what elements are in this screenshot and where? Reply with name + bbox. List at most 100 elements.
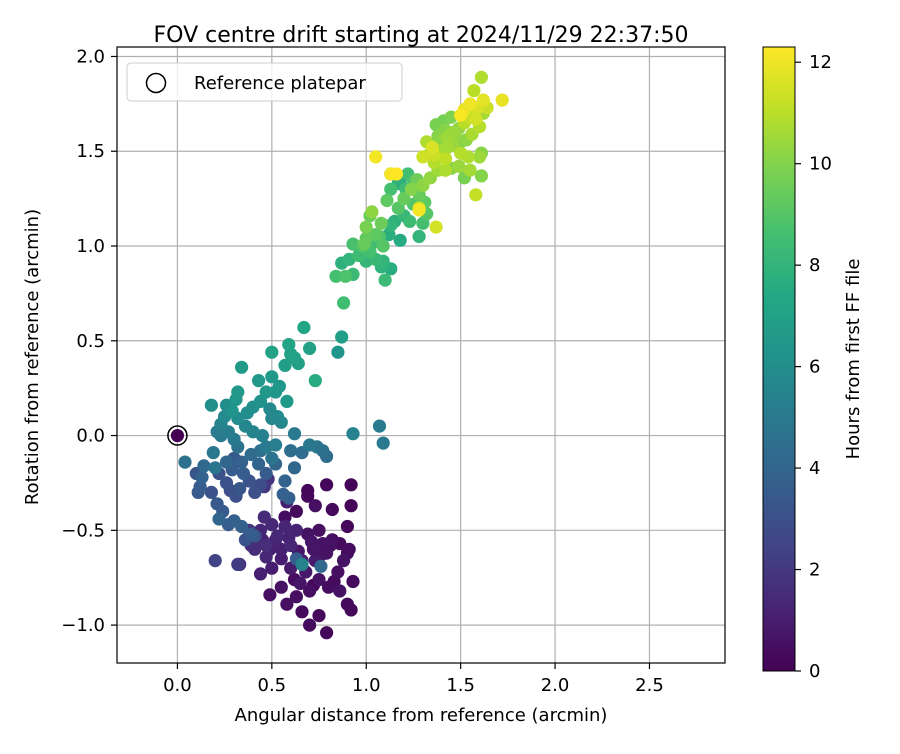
data-point — [429, 220, 443, 234]
y-tick-label: 1.5 — [76, 141, 105, 162]
data-point — [259, 385, 273, 399]
x-tick-label: 1.0 — [352, 675, 381, 696]
data-point — [293, 576, 307, 591]
data-point — [280, 394, 294, 408]
data-point — [278, 474, 292, 488]
data-point — [278, 358, 292, 372]
data-point — [295, 605, 309, 619]
data-point — [335, 330, 349, 344]
data-point — [236, 466, 251, 481]
colorbar-tick-label: 8 — [809, 255, 820, 276]
data-point — [476, 93, 490, 107]
x-tick-label: 0.0 — [163, 675, 192, 696]
data-point — [454, 108, 468, 122]
data-point — [265, 345, 279, 359]
data-point — [225, 404, 239, 418]
data-point — [340, 519, 354, 534]
data-point — [376, 239, 390, 253]
data-point — [265, 451, 279, 465]
data-point — [297, 320, 311, 335]
x-tick-label: 0.5 — [258, 675, 287, 696]
data-point — [312, 573, 326, 587]
data-point — [284, 538, 298, 553]
data-point — [346, 574, 360, 589]
data-point — [208, 461, 222, 475]
data-point — [289, 504, 303, 518]
data-point — [227, 514, 241, 528]
data-point — [333, 584, 347, 598]
data-point — [325, 502, 339, 517]
data-point — [425, 140, 439, 155]
data-point — [440, 140, 454, 155]
reference-marker — [167, 425, 188, 446]
data-point — [265, 370, 279, 384]
data-point — [212, 512, 226, 526]
data-point — [320, 478, 334, 492]
colorbar-label: Hours from first FF file — [843, 259, 864, 460]
data-point — [412, 203, 426, 217]
data-point — [301, 483, 315, 498]
data-point — [178, 455, 192, 469]
x-tick-label: 2.5 — [635, 675, 664, 696]
data-point — [412, 229, 426, 244]
data-point — [219, 455, 234, 469]
data-point — [263, 588, 277, 602]
data-point — [357, 237, 371, 251]
colorbar-tick-label: 6 — [809, 357, 820, 378]
data-point — [338, 269, 353, 283]
data-points — [178, 70, 509, 640]
data-point — [231, 557, 245, 572]
data-point — [391, 201, 405, 215]
data-point — [303, 438, 317, 452]
data-point — [337, 296, 351, 310]
data-point — [287, 461, 302, 475]
data-point — [204, 485, 218, 499]
data-point — [337, 554, 351, 568]
colorbar-gradient — [762, 46, 796, 672]
data-point — [287, 351, 302, 365]
data-point — [276, 487, 290, 501]
data-point — [467, 84, 481, 98]
y-tick-label: 0.5 — [76, 331, 105, 352]
data-point — [359, 220, 373, 234]
reference-ring — [167, 425, 188, 446]
colorbar: 0 2 4 6 8 10 12 Hours from first FF file — [762, 46, 864, 682]
data-point — [274, 580, 288, 594]
data-point — [369, 150, 383, 164]
data-point — [295, 557, 309, 572]
data-point — [303, 341, 317, 355]
data-point — [284, 444, 298, 458]
data-point — [329, 269, 343, 283]
data-point — [282, 338, 296, 352]
data-point — [469, 112, 483, 126]
data-point — [253, 567, 268, 581]
data-point — [272, 379, 286, 393]
data-point — [206, 446, 220, 460]
plot-frame — [116, 46, 726, 664]
data-point — [474, 70, 488, 84]
chart-title: FOV centre drift starting at 2024/11/29 … — [154, 23, 689, 48]
data-point — [303, 584, 317, 598]
data-point — [252, 457, 266, 471]
data-point — [259, 550, 273, 564]
data-point — [219, 476, 234, 490]
data-point — [244, 527, 258, 541]
data-point — [312, 609, 326, 623]
data-point — [397, 192, 411, 206]
data-point — [278, 519, 292, 534]
data-point — [303, 618, 317, 632]
data-point — [380, 193, 394, 208]
data-point — [344, 499, 358, 513]
data-point — [269, 438, 283, 452]
data-point — [472, 150, 487, 164]
data-point — [308, 374, 322, 388]
legend-box — [126, 62, 403, 102]
data-point — [248, 485, 262, 499]
data-point — [265, 561, 279, 575]
data-point — [495, 93, 509, 107]
reference-point — [170, 428, 185, 443]
data-point — [372, 419, 387, 433]
data-point — [438, 152, 453, 166]
data-point — [374, 216, 388, 230]
